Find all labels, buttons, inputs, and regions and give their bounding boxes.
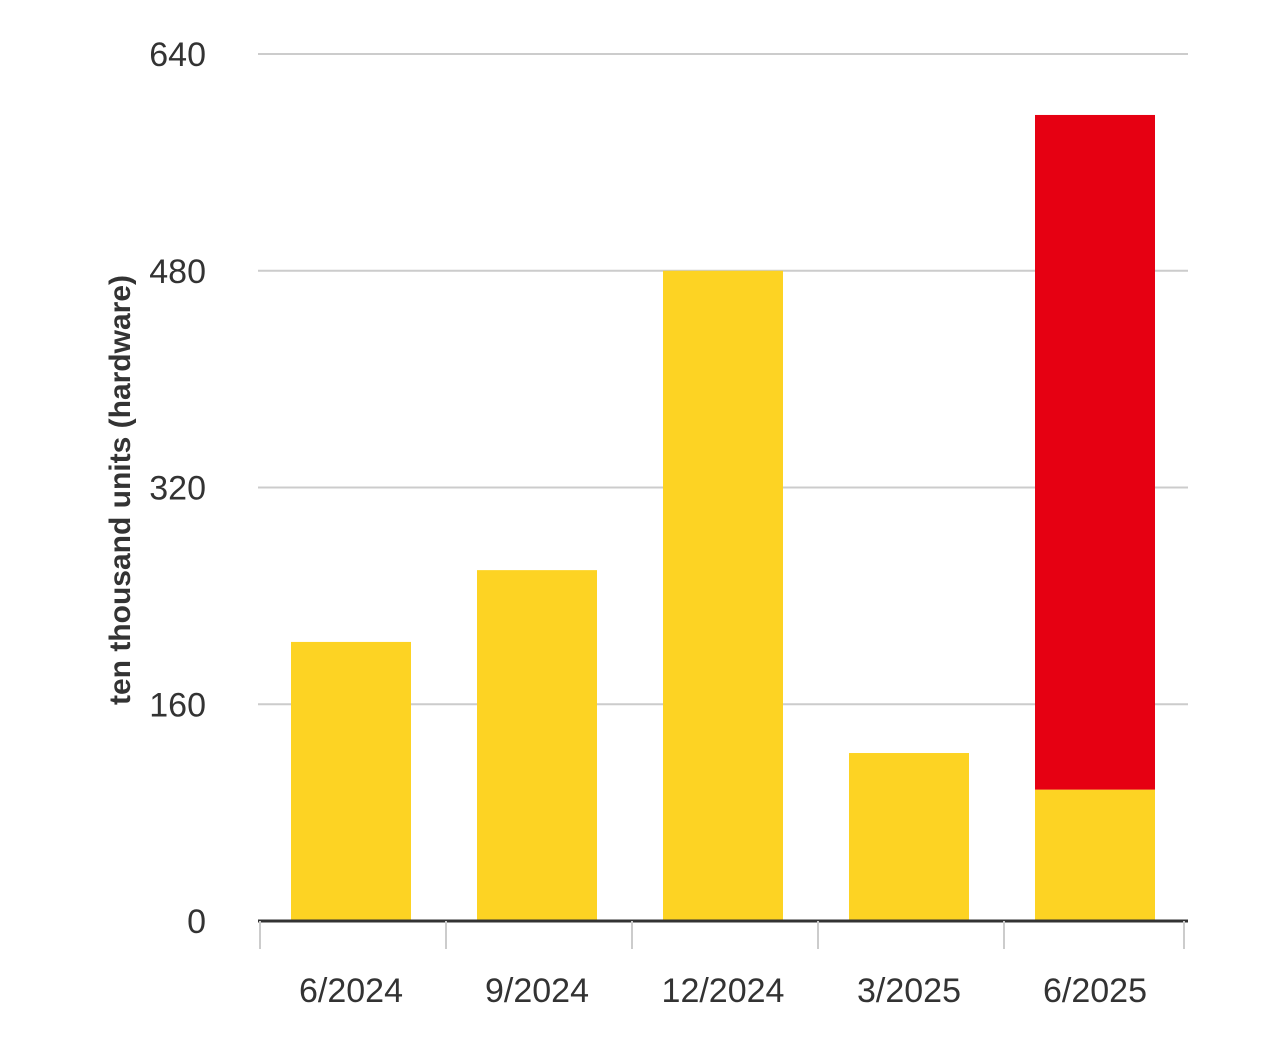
bar-segment-series-1 bbox=[477, 570, 597, 921]
bar-segment-series-1 bbox=[663, 270, 783, 921]
y-axis-title: ten thousand units (hardware) bbox=[104, 275, 137, 705]
x-tick-labels: 6/2024 9/2024 12/2024 3/2025 6/2025 bbox=[299, 972, 1147, 1010]
y-tick-label: 160 bbox=[149, 686, 206, 724]
x-axis bbox=[258, 919, 1188, 949]
x-tick-label: 6/2025 bbox=[1043, 972, 1147, 1010]
x-tick-label: 9/2024 bbox=[485, 972, 589, 1010]
y-tick-label: 480 bbox=[149, 253, 206, 291]
bars bbox=[291, 114, 1155, 921]
bar-segment-series-1 bbox=[849, 753, 969, 921]
bar-segment-series-1 bbox=[1035, 789, 1155, 921]
y-tick-labels: 0 160 320 480 640 bbox=[149, 36, 206, 941]
bar-segment-series-1 bbox=[291, 641, 411, 921]
x-tick-label: 3/2025 bbox=[857, 972, 961, 1010]
y-tick-label: 320 bbox=[149, 470, 206, 508]
y-tick-label: 0 bbox=[187, 903, 206, 941]
x-tick-label: 12/2024 bbox=[662, 972, 785, 1010]
x-tick-label: 6/2024 bbox=[299, 972, 403, 1010]
bar-segment-series-2 bbox=[1035, 114, 1155, 790]
y-tick-label: 640 bbox=[149, 36, 206, 74]
